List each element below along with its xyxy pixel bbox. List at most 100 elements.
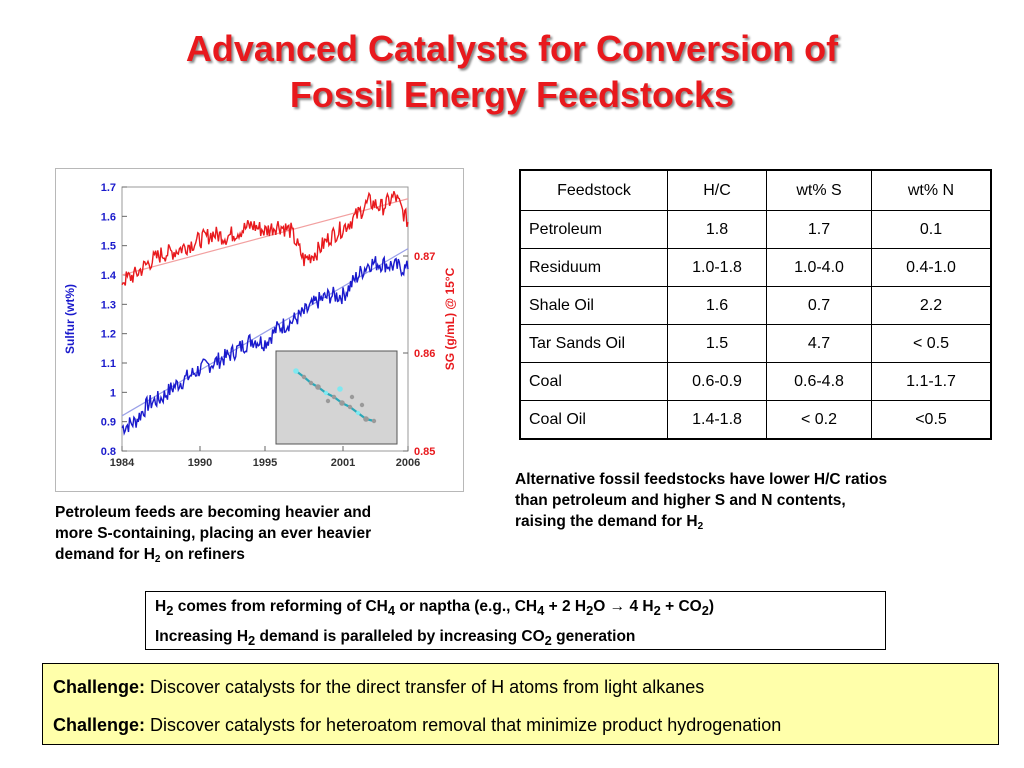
text-run: H — [155, 598, 167, 615]
table-cell: 1.0-4.0 — [766, 248, 872, 287]
table-row: Tar Sands Oil 1.5 4.7 < 0.5 — [519, 324, 992, 363]
text-run: comes from reforming of CH — [173, 598, 388, 615]
molecule-atom — [359, 402, 365, 408]
subscript: 2 — [701, 603, 709, 619]
challenge-item-2: Challenge: Discover catalysts for hetero… — [53, 710, 988, 740]
y-left-tick-label: 1.2 — [101, 329, 116, 341]
caption-left-sub: 2 — [154, 554, 161, 565]
molecule-atom — [347, 404, 353, 410]
x-tick-label: 2001 — [331, 457, 355, 469]
series-line-2 — [121, 190, 409, 286]
molecule-atom — [293, 368, 299, 374]
table-row: Coal 0.6-0.9 0.6-4.8 1.1-1.7 — [519, 362, 992, 401]
y-left-tick-label: 1.3 — [101, 299, 116, 311]
title-line-1: Advanced Catalysts for Conversion of — [185, 28, 839, 69]
molecule-atom — [301, 374, 307, 380]
molecule-atom — [331, 394, 337, 400]
molecule-atom — [325, 398, 331, 404]
table-cell: 1.4-1.8 — [667, 400, 767, 440]
table-row: Residuum 1.0-1.8 1.0-4.0 0.4-1.0 — [519, 248, 992, 287]
caption-left-line-1: Petroleum feeds are becoming heavier and — [55, 504, 372, 521]
x-tick-label: 1995 — [253, 457, 277, 469]
header-feedstock: Feedstock — [519, 169, 668, 211]
sulfur-sg-chart: 1.7 1.6 1.5 1.4 1.3 1.2 1.1 1 0.9 0.8 1984 1990 1995… — [55, 168, 464, 492]
slide-title: Advanced Catalysts for Conversion of Fos… — [0, 26, 1024, 118]
molecule-atom — [337, 386, 343, 392]
table-cell: < 0.5 — [871, 324, 992, 363]
y-left-tick-label: 1.5 — [101, 241, 116, 253]
table-cell: 1.6 — [667, 286, 767, 325]
caption-right-line-1: Alternative fossil feedstocks have lower… — [515, 471, 888, 488]
table-cell: Petroleum — [519, 210, 668, 249]
subscript: 2 — [544, 633, 552, 649]
y-left-tick-label: 0.9 — [101, 417, 116, 429]
y-right-tick-label: 0.85 — [414, 446, 435, 458]
text-run: O → 4 H — [593, 598, 654, 615]
table-cell: 0.6-0.9 — [667, 362, 767, 401]
table-cell: Coal Oil — [519, 400, 668, 440]
x-tick-label: 1984 — [110, 457, 135, 469]
molecule-atom — [339, 400, 345, 406]
molecule-atom — [323, 390, 329, 396]
text-run: + 2 H — [544, 598, 587, 615]
table-cell: 0.4-1.0 — [871, 248, 992, 287]
y-left-tick-label: 1.1 — [101, 358, 116, 370]
table-cell: Shale Oil — [519, 286, 668, 325]
molecule-atom — [355, 410, 361, 416]
table-cell: 1.7 — [766, 210, 872, 249]
x-tick-label: 1990 — [188, 457, 212, 469]
header-wt-n: wt% N — [871, 169, 992, 211]
challenge-text: Discover catalysts for heteroatom remova… — [145, 715, 782, 735]
table-cell: Tar Sands Oil — [519, 324, 668, 363]
table-row: Petroleum 1.8 1.7 0.1 — [519, 210, 992, 249]
header-wt-s: wt% S — [766, 169, 872, 211]
table-header-row: Feedstock H/C wt% S wt% N — [519, 169, 992, 211]
feedstock-table: Feedstock H/C wt% S wt% N Petroleum 1.8 … — [519, 169, 992, 440]
table-cell: 1.0-1.8 — [667, 248, 767, 287]
series-line-1 — [121, 255, 409, 436]
text-run: Increasing H — [155, 628, 249, 646]
subscript: 2 — [166, 603, 174, 619]
subscript: 2 — [248, 633, 256, 649]
table-cell: Coal — [519, 362, 668, 401]
challenge-item-1: Challenge: Discover catalysts for the di… — [53, 672, 988, 702]
caption-left-line-3b: on refiners — [160, 546, 245, 563]
subscript: 4 — [537, 603, 545, 619]
table-cell: < 0.2 — [766, 400, 872, 440]
subscript: 2 — [586, 603, 594, 619]
table-cell: 1.5 — [667, 324, 767, 363]
table-cell: <0.5 — [871, 400, 992, 440]
y-left-axis-label: Sulfur (wt%) — [63, 284, 77, 354]
caption-left-line-2: more S-containing, placing an ever heavi… — [55, 525, 372, 542]
y-left-tick-label: 1.4 — [101, 270, 117, 282]
table-cell: Residuum — [519, 248, 668, 287]
table-cell: 2.2 — [871, 286, 992, 325]
text-run: + CO — [660, 598, 702, 615]
y-left-tick-label: 1 — [110, 387, 116, 399]
table-row: Coal Oil 1.4-1.8 < 0.2 <0.5 — [519, 400, 992, 440]
trend-line — [121, 198, 409, 276]
table-cell: 0.1 — [871, 210, 992, 249]
caption-right-line-2: than petroleum and higher S and N conten… — [515, 492, 846, 509]
y-left-tick-label: 0.8 — [101, 446, 116, 458]
text-run: ) — [708, 598, 715, 615]
hydrogen-note-line-1: H2 comes from reforming of CH4 or naptha… — [155, 594, 885, 624]
chart-caption: Petroleum feeds are becoming heavier and… — [55, 502, 475, 565]
text-run: demand is paralleled by increasing CO — [255, 628, 545, 646]
subscript: 2 — [653, 603, 661, 619]
table-cell: 0.7 — [766, 286, 872, 325]
molecule-atom — [315, 384, 321, 390]
table-cell: 1.8 — [667, 210, 767, 249]
challenge-text: Discover catalysts for the direct transf… — [145, 677, 705, 697]
hydrogen-note-box: H2 comes from reforming of CH4 or naptha… — [145, 591, 886, 650]
title-line-2: Fossil Energy Feedstocks — [289, 74, 735, 115]
y-left-tick-label: 1.7 — [101, 182, 116, 194]
x-tick-label: 2006 — [396, 457, 420, 469]
table-cell: 0.6-4.8 — [766, 362, 872, 401]
molecule-atom — [371, 418, 377, 424]
y-right-axis-label: SG (g/mL) @ 15°C — [443, 267, 457, 370]
challenge-box: Challenge: Discover catalysts for the di… — [42, 663, 999, 745]
table-cell: 4.7 — [766, 324, 872, 363]
header-hc: H/C — [667, 169, 767, 211]
